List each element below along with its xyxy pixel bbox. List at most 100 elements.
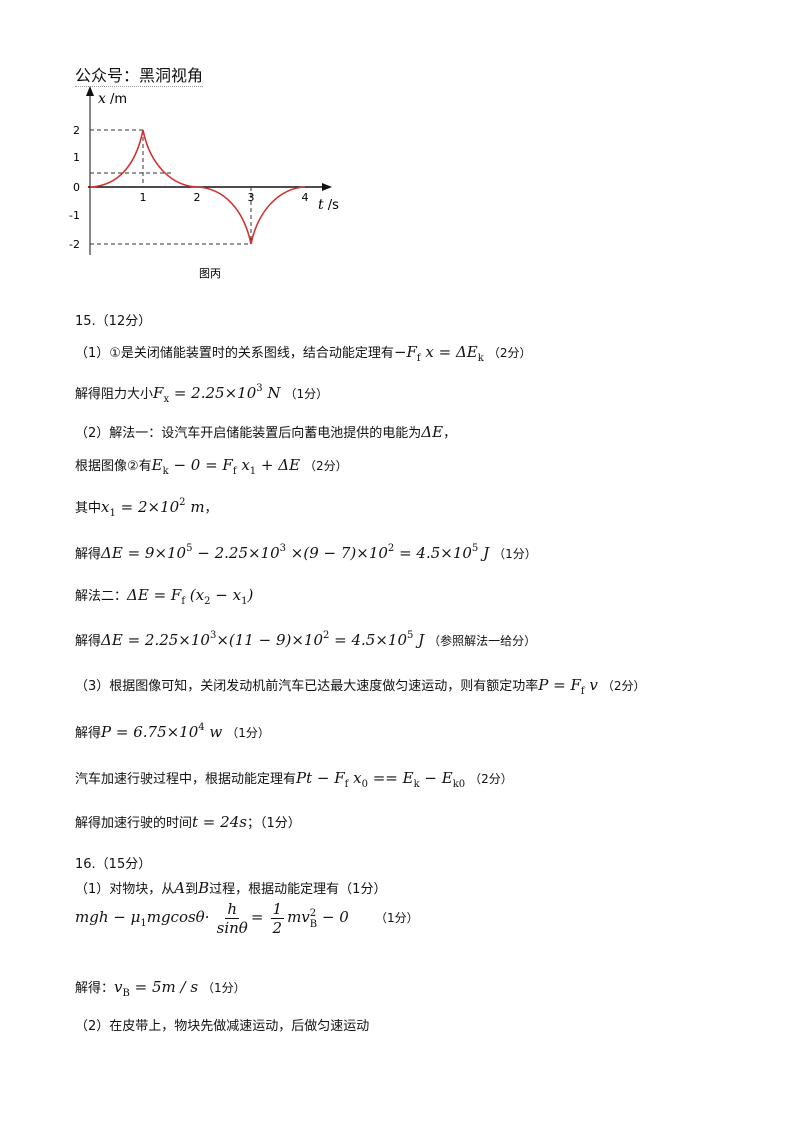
- text: 根据图像②有: [75, 459, 152, 474]
- math: − 0: [317, 908, 349, 926]
- math: J: [413, 631, 425, 649]
- subscript: k: [413, 779, 420, 790]
- fraction: h sinθ: [217, 900, 248, 937]
- text-line: 15.（12分）: [75, 310, 151, 329]
- text: （1）①是关闭储能装置时的关系图线，结合动能定理有: [75, 346, 394, 361]
- superscript: 3: [279, 543, 287, 554]
- denominator: 2: [272, 919, 283, 937]
- math: J: [478, 544, 490, 562]
- score-note: （1分）: [226, 726, 270, 740]
- score-note: （2分）: [601, 679, 646, 693]
- subscript: 2: [204, 596, 211, 607]
- subscript: 1: [241, 596, 248, 607]
- text: ，: [443, 426, 457, 441]
- subscript: 1: [109, 508, 116, 519]
- text: 解得：: [75, 981, 115, 996]
- math: x: [236, 456, 250, 474]
- text-line: 解得P = 6.75×104 w （1分）: [75, 722, 270, 741]
- math: A: [174, 879, 186, 897]
- text: 汽车加速行驶过程中，根据动能定理有: [75, 772, 297, 787]
- math: −F: [393, 343, 417, 361]
- subscript: x: [163, 394, 170, 405]
- text-line: （2）解法一：设汽车开启储能装置后向蓄电池提供的电能为ΔE，: [75, 422, 456, 441]
- subscript: k: [477, 353, 484, 364]
- text: （2）在皮带上，物块先做减速运动，后做匀速运动: [75, 1019, 370, 1034]
- subscript: f: [416, 353, 421, 364]
- math: mgh − μ: [75, 908, 141, 926]
- math: = 2.25×10: [169, 384, 257, 402]
- text: ，: [204, 501, 218, 516]
- text: 16.（15分）: [75, 857, 152, 872]
- text-line: 16.（15分）: [75, 853, 151, 872]
- math: = 4.5×10: [394, 544, 472, 562]
- text: ；（1分）: [246, 816, 301, 831]
- subscript: f: [181, 596, 186, 607]
- math: = 4.5×10: [329, 631, 408, 649]
- math: − 0 = F: [168, 456, 233, 474]
- math: P = F: [538, 676, 581, 694]
- y-axis-label: x /m: [98, 91, 127, 107]
- math: E: [151, 456, 163, 474]
- subscript: k0: [452, 779, 466, 790]
- text-line: 解得阻力大小Fx = 2.25×103 N （1分）: [75, 383, 328, 405]
- figure: x /m t /s 2 1 0 -1 -2 1 2 3 4 图丙: [69, 86, 339, 280]
- text: 其中: [75, 501, 102, 516]
- text-line: 解得：vB = 5m / s （1分）: [75, 977, 246, 999]
- arrow: [322, 183, 332, 191]
- math: ×(11 − 9)×10: [216, 631, 324, 649]
- score-note: （1分）: [374, 911, 419, 925]
- superscript: 5: [407, 630, 414, 641]
- math: ΔE: [421, 423, 444, 441]
- math: v: [584, 676, 598, 694]
- math: F: [153, 384, 164, 402]
- score-note: （1分）: [284, 387, 329, 401]
- superscript: 3: [209, 630, 217, 641]
- math: w: [204, 723, 223, 741]
- math: mgcosθ·: [146, 908, 210, 926]
- text: （3）根据图像可知，关闭发动机前汽车已达最大速度做匀速运动，则有额定功率: [75, 679, 539, 694]
- math: = 5m / s: [129, 978, 199, 996]
- text-line: （1）①是关闭储能装置时的关系图线，结合动能定理有−Ff x = ΔEk （2分）: [75, 342, 531, 364]
- y-tick-label: -1: [69, 209, 80, 222]
- math: x: [348, 769, 362, 787]
- subscript: f: [232, 466, 237, 477]
- subscript: k: [162, 466, 169, 477]
- math: (x: [185, 586, 205, 604]
- subscript: B: [309, 918, 318, 930]
- superscript: 5: [471, 543, 479, 554]
- math: − E: [419, 769, 453, 787]
- math: ×(9 − 7)×10: [286, 544, 388, 562]
- curve: [89, 129, 306, 245]
- text-line: （2）在皮带上，物块先做减速运动，后做匀速运动: [75, 1015, 369, 1034]
- text-line: 解得ΔE = 2.25×103×(11 − 9)×102 = 4.5×105 J…: [75, 630, 536, 649]
- text-line: （3）根据图像可知，关闭发动机前汽车已达最大速度做匀速运动，则有额定功率P = …: [75, 675, 645, 697]
- text: （2）解法一：设汽车开启储能装置后向蓄电池提供的电能为: [75, 426, 422, 441]
- guides: [90, 129, 252, 245]
- text: 15.（12分）: [75, 314, 152, 329]
- numerator: 1: [270, 900, 285, 919]
- subscript: B: [122, 988, 130, 999]
- text: 解得: [75, 547, 102, 562]
- subscript: 1: [249, 466, 257, 477]
- x-axis-label: t /s: [318, 197, 339, 213]
- score-note: （1分）: [493, 547, 537, 561]
- text-line: 汽车加速行驶过程中，根据动能定理有Pt − Ff x0 == Ek − Ek0 （…: [75, 768, 513, 790]
- text-line: 解法二：ΔE = Ff (x2 − x1): [75, 585, 253, 607]
- math: m: [185, 498, 205, 516]
- text-line: 解得加速行驶的时间t = 24s；（1分）: [75, 812, 301, 831]
- math: ): [247, 586, 254, 604]
- math: ΔE = 2.25×10: [101, 631, 210, 649]
- math: =: [250, 908, 264, 926]
- subscript: 1: [140, 918, 147, 929]
- superscript: 5: [186, 543, 193, 554]
- superscript: 2: [309, 907, 317, 919]
- superscript: 2: [179, 497, 186, 508]
- math: + ΔE: [256, 456, 301, 474]
- text: 解得: [75, 726, 102, 741]
- y-tick-label: 2: [73, 124, 80, 137]
- superscript: 3: [256, 383, 263, 394]
- text: （1）对物块，从: [75, 882, 175, 897]
